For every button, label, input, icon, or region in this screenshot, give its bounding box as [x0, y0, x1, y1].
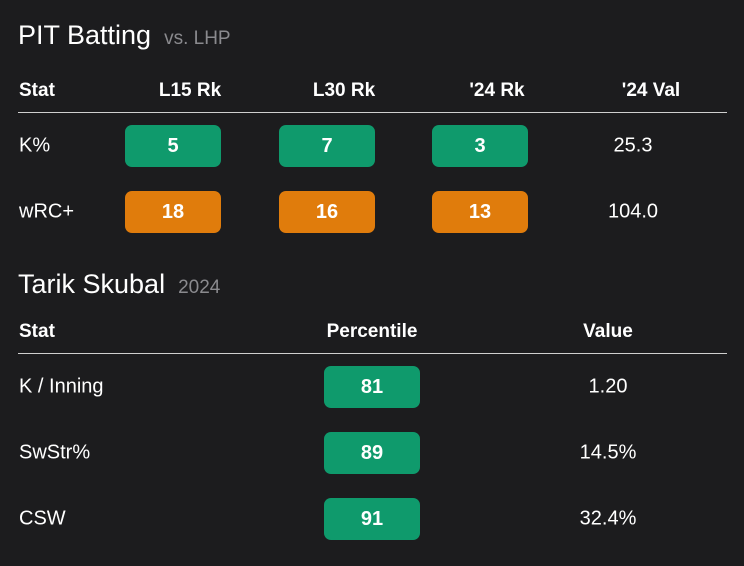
batting-subtitle: vs. LHP: [164, 28, 231, 49]
header-l15-rank: L15 Rk: [158, 80, 222, 101]
row-stat-k-pct: K%: [19, 134, 51, 157]
stat-value: 32.4%: [579, 507, 637, 530]
2024-rank-badge: 13: [432, 191, 528, 233]
table-row: wRC+ 18 16 13 104.0: [18, 179, 727, 245]
row-stat-k-per-inning: K / Inning: [19, 375, 104, 398]
pitcher-table: Stat Percentile Value K / Inning 81 1.20…: [18, 313, 727, 552]
table-row: K% 5 7 3 25.3: [18, 113, 727, 179]
row-stat-wrc-plus: wRC+: [19, 200, 75, 223]
row-stat-csw: CSW: [19, 507, 66, 530]
header-stat: Stat: [19, 321, 55, 342]
header-l30-rank: L30 Rk: [312, 80, 376, 101]
header-stat: Stat: [19, 80, 55, 101]
l15-rank-badge: 18: [125, 191, 221, 233]
batting-table: Stat L15 Rk L30 Rk '24 Rk '24 Val K% 5 7…: [18, 72, 727, 245]
percentile-badge: 89: [324, 432, 420, 474]
header-2024-rank: '24 Rk: [469, 80, 525, 101]
pitcher-subtitle: 2024: [178, 277, 221, 298]
stat-value: 1.20: [588, 375, 628, 398]
header-percentile: Percentile: [326, 321, 418, 342]
header-2024-value: '24 Val: [621, 80, 681, 101]
percentile-badge: 81: [324, 366, 420, 408]
pitcher-title: Tarik Skubal: [18, 269, 166, 299]
percentile-badge: 91: [324, 498, 420, 540]
table-row: CSW 91 32.4%: [18, 486, 727, 552]
batting-table-header: Stat L15 Rk L30 Rk '24 Rk '24 Val: [18, 72, 727, 113]
batting-title: PIT Batting: [18, 20, 152, 50]
batting-section-title: PIT Batting vs. LHP: [18, 20, 231, 51]
l30-rank-badge: 16: [279, 191, 375, 233]
header-value: Value: [583, 321, 633, 342]
table-row: SwStr% 89 14.5%: [18, 420, 727, 486]
pitcher-table-header: Stat Percentile Value: [18, 313, 727, 354]
l30-rank-badge: 7: [279, 125, 375, 167]
row-stat-swstr-pct: SwStr%: [19, 441, 91, 464]
2024-value: 104.0: [607, 200, 659, 223]
2024-value: 25.3: [613, 134, 653, 157]
stat-value: 14.5%: [579, 441, 637, 464]
pitcher-section-title: Tarik Skubal 2024: [18, 269, 220, 300]
2024-rank-badge: 3: [432, 125, 528, 167]
table-row: K / Inning 81 1.20: [18, 354, 727, 420]
l15-rank-badge: 5: [125, 125, 221, 167]
